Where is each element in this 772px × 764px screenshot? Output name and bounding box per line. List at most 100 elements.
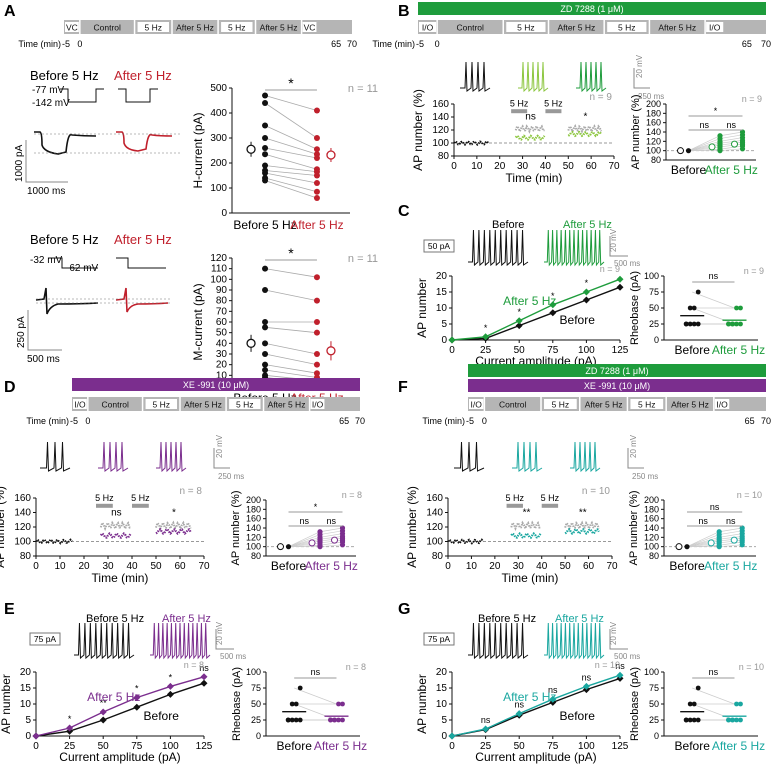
b-time-ytick-label: 100 xyxy=(432,138,449,149)
c-rh-after-point xyxy=(734,321,739,327)
g-rh-pair-line xyxy=(692,703,735,721)
b-time-stim-bar xyxy=(545,109,562,114)
e-io-point-1 xyxy=(133,694,141,702)
e-after-train xyxy=(150,622,211,660)
b-timeline-seg-2: 5 Hz xyxy=(517,23,534,33)
d-time-xtick-label: 50 xyxy=(150,561,162,572)
e-scale-mv: 20 mV xyxy=(215,621,224,645)
b-bar-cat-after: After 5 Hz xyxy=(705,163,758,177)
a-m-ytick-label: 90 xyxy=(216,285,228,296)
a-m-pair-line xyxy=(264,342,318,355)
panel-c-spike-trains: 50 pA 20 mV 500 ms xyxy=(423,228,640,268)
d-time-xtick-label: 60 xyxy=(174,561,186,572)
d-trace-1 xyxy=(98,441,129,472)
g-rh-after-point xyxy=(730,717,735,723)
f-bar-mean-after2 xyxy=(730,536,738,544)
e-io-ytick-label: 5 xyxy=(25,715,31,726)
panel-b-spike-traces: 20 mV 250 ms xyxy=(460,54,664,101)
panel-a-m-v1: -32 mV xyxy=(30,255,63,266)
f-timeline-tick: 65 xyxy=(745,416,755,426)
f-bar-n: n = 10 xyxy=(737,490,762,500)
panel-f-drug1-bar xyxy=(468,364,766,377)
d-timeline-seg-6: I/O xyxy=(312,400,324,410)
e-io-star: * xyxy=(135,684,139,694)
f-timeline-bg xyxy=(468,397,766,411)
g-io-series-0 xyxy=(451,677,621,737)
c-rh-cat-before: Before xyxy=(675,343,711,357)
b-bar-cat-before: Before xyxy=(671,163,707,177)
d-time-stim-bar xyxy=(132,503,149,508)
f-bar-pair-line xyxy=(719,544,743,548)
a-h-pair-line xyxy=(264,165,318,173)
e-rh-pair-line xyxy=(294,687,337,705)
a-m-pair-line xyxy=(264,369,318,378)
g-io-star: ns xyxy=(514,700,524,710)
c-rh-sig: ns xyxy=(709,271,719,281)
a-h-mean-point xyxy=(326,150,336,160)
a-h-n: n = 11 xyxy=(348,83,378,95)
d-time-xlabel: Time (min) xyxy=(92,571,149,585)
e-io-point-1 xyxy=(32,732,40,740)
g-rh-after-point xyxy=(738,701,743,707)
g-before-train xyxy=(468,622,529,660)
b-bar-n: n = 9 xyxy=(742,94,762,104)
e-io-star: * xyxy=(68,714,72,724)
a-h-after-point xyxy=(313,107,320,114)
d-timeline-edge-box xyxy=(73,399,87,409)
g-rh-before-point xyxy=(695,685,701,691)
f-time-stim-bar xyxy=(541,503,559,508)
g-io-star: ns xyxy=(548,685,558,695)
a-timeline-seg-2: 5 Hz xyxy=(145,23,162,33)
f-time-xlabel: Time (min) xyxy=(502,571,559,585)
g-stim-box xyxy=(423,632,455,646)
d-timeline-edge-box xyxy=(310,399,325,409)
b-time-xtick-label: 60 xyxy=(586,161,598,172)
c-io-star: * xyxy=(517,307,521,317)
a-h-ytick-label: 400 xyxy=(210,108,227,119)
c-rh-before-point xyxy=(683,321,689,327)
a-timeline-stim-box xyxy=(221,22,253,32)
g-io-star: ns xyxy=(481,715,491,725)
g-io-ylabel: AP number xyxy=(415,674,429,734)
c-rh-before-point xyxy=(695,321,701,327)
d-bar-ytick-label: 140 xyxy=(246,523,261,533)
f-time-annotation: ** xyxy=(523,507,531,518)
a-h-ytick-label: 300 xyxy=(210,133,227,144)
c-rh-pair-line xyxy=(692,291,735,309)
d-bar-after1-point xyxy=(317,529,323,535)
b-bar-sig: ns xyxy=(699,120,709,130)
d-timeline-stim-box xyxy=(229,399,261,409)
g-rh-ytick-label: 25 xyxy=(649,715,659,725)
a-h-ytick-label: 100 xyxy=(210,183,227,194)
e-io-xlabel: Current amplitude (pA) xyxy=(59,750,180,764)
f-timeline-seg-4: 5 Hz xyxy=(638,400,655,410)
f-bar-cat-after: After 5 Hz xyxy=(704,559,757,573)
c-io-ytick-label: 15 xyxy=(436,287,448,298)
b-timeline-edge-box xyxy=(706,22,724,32)
a-m-after-point xyxy=(313,274,320,281)
panel-a-h-v2: -142 mV xyxy=(32,98,70,109)
f-bar-pair-line xyxy=(719,539,743,544)
d-trace-0 xyxy=(40,441,71,472)
panel-b-letter: B xyxy=(398,3,410,20)
panel-b-drug-label: ZD 7288 (1 μM) xyxy=(560,4,623,14)
d-bar-cat-before: Before xyxy=(271,559,307,573)
panel-d-drug-label: XE -991 (10 μM) xyxy=(183,380,249,390)
f-bar-ylabel: AP number (%) xyxy=(628,491,640,566)
a-h-pair-line xyxy=(264,102,318,139)
c-rh-after-point xyxy=(726,321,731,327)
d-bar-pair-line xyxy=(319,536,343,540)
b-time-annotation: * xyxy=(583,112,587,123)
f-scale-mv: 20 mV xyxy=(629,434,638,458)
d-time-gray-series xyxy=(99,520,132,532)
f-time-xtick-label: 10 xyxy=(466,561,478,572)
a-m-after-point xyxy=(313,361,320,368)
c-io-ytick-label: 5 xyxy=(441,319,447,330)
a-timeline-tick: 70 xyxy=(347,39,357,49)
f-time-stim-label: 5 Hz xyxy=(541,493,560,503)
g-io-ytick-label: 0 xyxy=(441,731,447,742)
a-m-sig: * xyxy=(288,245,294,261)
e-rh-after-point xyxy=(336,701,341,707)
c-io-point-1 xyxy=(549,301,557,309)
